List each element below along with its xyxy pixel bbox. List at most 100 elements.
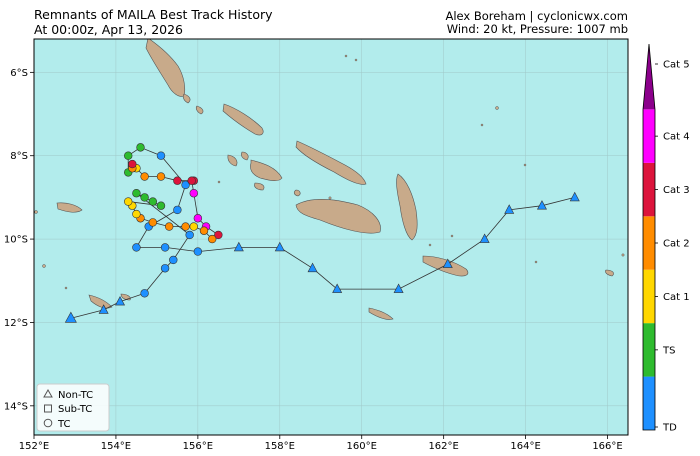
track-point-tc [181,180,190,190]
track-point-tc [187,176,196,185]
track-point-nontc [98,304,109,314]
colorbar-segment [643,216,655,270]
track-point-nontc [115,295,126,306]
legend-label-nontc: Non-TC [58,390,93,401]
track-point-tc [140,172,149,181]
storm-track-points [64,143,580,323]
track-point-nontc [479,233,490,243]
ocean [34,39,628,435]
legend-label-tc: TC [57,419,71,430]
track-point-nontc [64,311,77,323]
circle-icon [43,418,53,428]
map-timestamp: At 00:00z, Apr 13, 2026 [34,22,183,37]
legend: Non-TC Sub-TC TC [36,383,110,432]
track-point-tc [199,226,209,235]
russell-islands [293,189,301,197]
track-point-tc [173,176,182,185]
kolombangara-island [241,151,249,161]
track-point-tc [156,201,166,210]
track-point-nontc [569,191,580,202]
colorbar-segment [643,44,655,110]
info-block: Alex Boreham | cyclonicwx.com Wind: 20 k… [445,10,628,36]
colorbar-label: Cat 5 [663,60,690,71]
track-point-tc [148,197,158,206]
track-point-tc [156,151,166,160]
track-point-tc [132,189,141,198]
legend-label-subtc: Sub-TC [58,404,92,415]
map-title: Remnants of MAILA Best Track History [34,7,273,22]
choiseul-island [222,103,264,136]
track-point-nontc [536,200,547,210]
colorbar-outline [642,43,656,431]
legend-box [36,383,110,432]
gridlines [34,39,628,435]
track-point-tc [140,289,149,298]
colorbar: TD TS Cat 1 Cat 2 Cat 3 Cat 4 Cat 5 [642,43,690,434]
colorbar-segment [643,109,655,163]
latitude-axis: 6°S 8°S 10°S 12°S 14°S [4,68,34,412]
lat-tick-label: 12°S [4,318,28,329]
track-point-tc [124,151,133,160]
track-point-nontc [504,204,515,214]
track-point-tc [124,197,133,206]
track-point-tc [164,222,174,231]
treasury-island [195,105,204,115]
lat-tick-label: 6°S [10,68,28,79]
lon-tick-label: 164°E [510,441,540,452]
louisiade-islands [88,294,113,309]
track-point-tc [132,209,141,219]
triangle-icon [43,388,53,398]
conditions-text: Wind: 20 kt, Pressure: 1007 mb [446,22,628,36]
new-georgia-island [250,159,283,182]
track-point-nontc [274,241,285,252]
lat-tick-label: 14°S [4,401,28,412]
track-point-nontc [332,283,343,293]
track-point-tc [185,230,194,240]
track-point-tc [169,255,178,265]
lon-tick-label: 156°E [183,441,213,452]
colorbar-segment [643,269,655,324]
title-block: Remnants of MAILA Best Track History At … [34,7,273,37]
woodlark-island [56,202,83,213]
track-point-nontc [233,241,244,252]
lon-tick-label: 152°E [19,441,49,452]
track-point-tc [181,222,190,231]
santa-cruz-islands [605,269,614,277]
lon-tick-label: 166°E [592,441,622,452]
lat-tick-label: 8°S [10,151,28,162]
lon-tick-label: 162°E [428,441,458,452]
vella-lavella-island [227,154,238,167]
colorbar-label: Cat 1 [663,292,690,303]
lon-tick-label: 158°E [265,441,295,452]
track-point-tc [160,243,170,252]
colorbar-segment [643,323,655,377]
track-point-tc [132,243,141,252]
shortland-island [182,93,191,104]
colorbar-segment [643,376,655,430]
track-point-tc [140,193,149,202]
track-point-tc [208,234,217,244]
small-islets [34,54,625,290]
santa-isabel-island [295,140,367,185]
track-point-nontc [442,258,453,268]
track-point-tc [214,230,223,240]
lat-tick-label: 10°S [4,235,28,246]
rennell-island [368,307,394,320]
track-point-tc [173,205,182,215]
square-icon [44,404,52,413]
malaita-island [396,173,418,241]
track-point-nontc [393,283,404,293]
colorbar-label: TS [662,345,675,356]
colorbar-label: Cat 2 [663,239,690,250]
longitude-axis: 152°E 154°E 156°E 158°E 160°E 162°E 164°E 166°E [19,435,623,452]
colorbar-label: TD [662,423,677,434]
track-point-tc [193,214,203,223]
track-point-tc [193,247,203,256]
colorbar-label: Cat 3 [663,185,690,196]
lon-tick-label: 160°E [347,441,377,452]
lon-tick-label: 154°E [101,441,131,452]
track-point-tc [128,159,137,169]
credit-text: Alex Boreham | cyclonicwx.com [445,9,628,23]
track-point-tc [160,264,170,273]
